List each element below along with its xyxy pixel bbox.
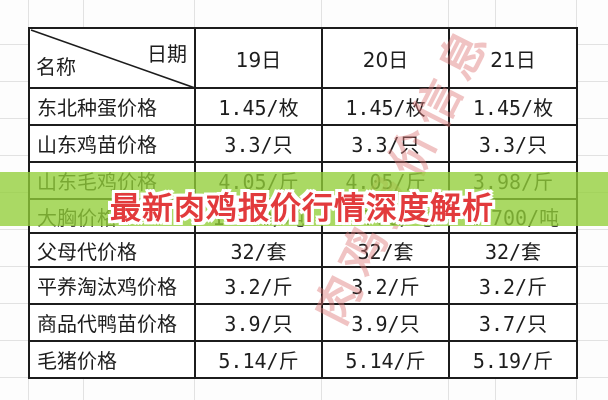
- corner-label-date: 日期: [147, 42, 187, 66]
- price-cell: 3.9/只: [196, 305, 323, 342]
- price-cell: 5.19/斤: [450, 342, 578, 379]
- row-label: 平养淘汰鸡价格: [30, 268, 196, 305]
- price-cell: 3.3/只: [196, 126, 323, 163]
- price-cell: 3.7/只: [450, 305, 578, 342]
- price-cell: 32/套: [323, 234, 450, 268]
- price-cell: 5.14/斤: [323, 342, 450, 379]
- price-cell: 3.2/斤: [196, 268, 323, 305]
- diagonal-divider: [30, 29, 194, 87]
- price-cell: 1.45/枚: [196, 89, 323, 126]
- date-header-20: 20日: [323, 29, 450, 89]
- price-cell: 1.45/枚: [323, 89, 450, 126]
- row-label: 东北种蛋价格: [30, 89, 196, 126]
- price-cell: 32/套: [450, 234, 578, 268]
- row-label: 毛猪价格: [30, 342, 196, 379]
- price-cell: 3.9/只: [323, 305, 450, 342]
- date-header-19: 19日: [196, 29, 323, 89]
- price-cell: 5.14/斤: [196, 342, 323, 379]
- price-cell: 3.2/斤: [323, 268, 450, 305]
- corner-label-name: 名称: [36, 55, 76, 79]
- row-label: 父母代价格: [30, 234, 196, 268]
- price-cell: 1.45/枚: [450, 89, 578, 126]
- row-label: 山东鸡苗价格: [30, 126, 196, 163]
- date-header-21: 21日: [450, 29, 578, 89]
- price-cell: 3.3/只: [450, 126, 578, 163]
- price-cell: 3.3/只: [323, 126, 450, 163]
- headline-banner-band: [0, 172, 608, 226]
- headline-title: 最新肉鸡报价行情深度解析: [110, 191, 494, 227]
- corner-header-cell: 日期 名称: [30, 29, 196, 89]
- price-cell: 3.2/斤: [450, 268, 578, 305]
- price-cell: 32/套: [196, 234, 323, 268]
- row-label: 商品代鸭苗价格: [30, 305, 196, 342]
